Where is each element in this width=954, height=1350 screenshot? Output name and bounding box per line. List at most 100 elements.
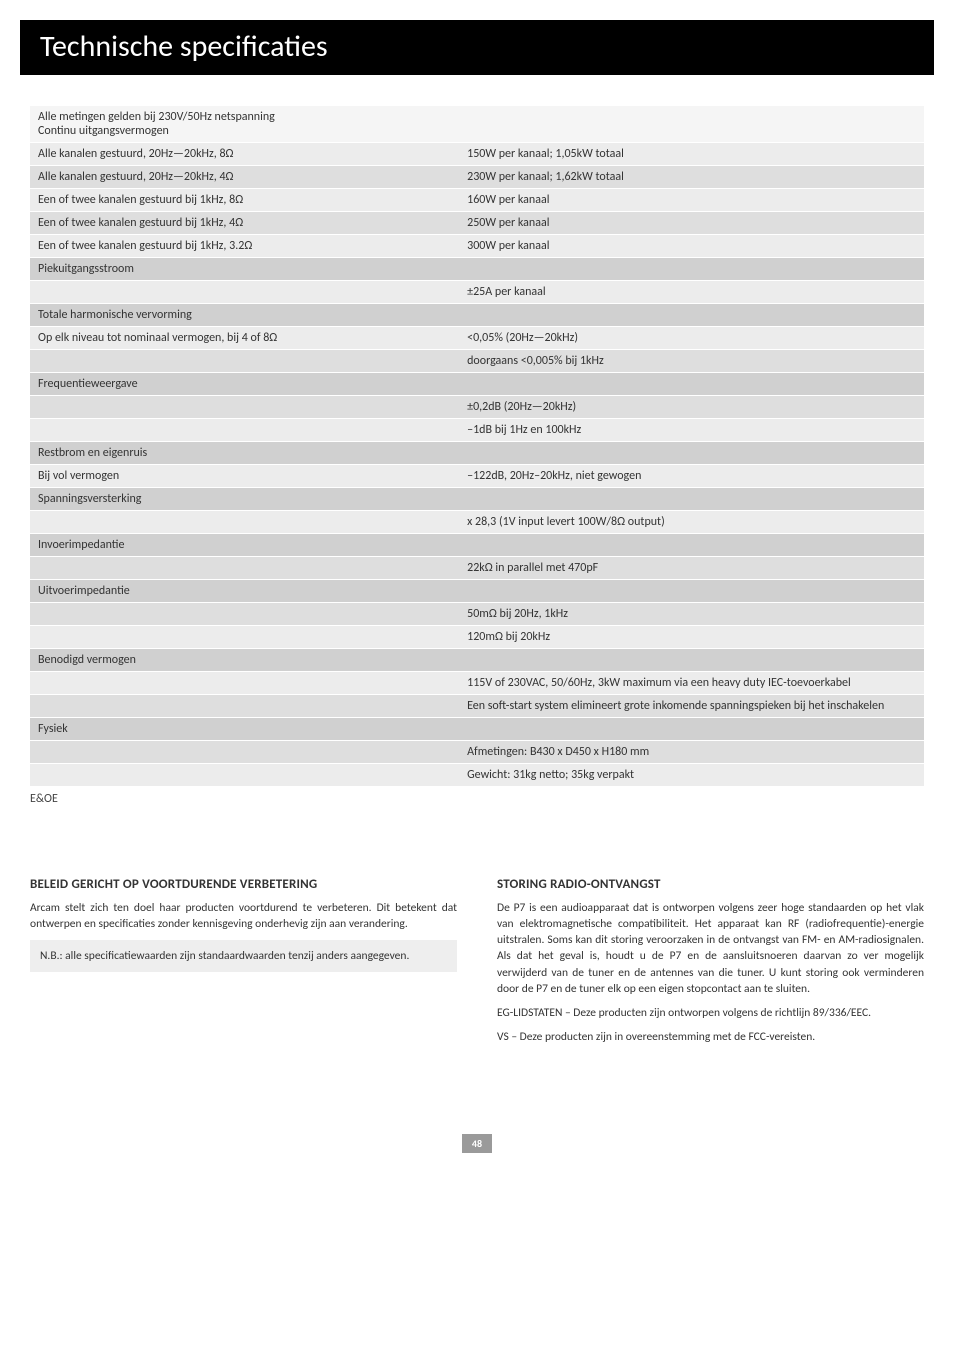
table-cell-left: Piekuitgangsstroom [30, 258, 459, 281]
table-cell-right: –1dB bij 1Hz en 100kHz [459, 419, 924, 442]
table-row: Invoerimpedantie [30, 534, 924, 557]
table-cell-left: Alle kanalen gestuurd, 20Hz—20kHz, 4Ω [30, 166, 459, 189]
table-row: x 28,3 (1V input levert 100W/8Ω output) [30, 511, 924, 534]
table-cell-left: Invoerimpedantie [30, 534, 459, 557]
right-heading: STORING RADIO-ONTVANGST [497, 876, 924, 894]
table-cell-right: Afmetingen: B430 x D450 x H180 mm [459, 741, 924, 764]
table-cell-left: Fysiek [30, 718, 459, 741]
table-cell-left [30, 741, 459, 764]
table-cell-right [459, 106, 924, 143]
table-cell-right [459, 373, 924, 396]
table-cell-right [459, 258, 924, 281]
table-cell-right: 250W per kanaal [459, 212, 924, 235]
table-cell-right [459, 649, 924, 672]
table-row: 120mΩ bij 20kHz [30, 626, 924, 649]
table-cell-left: Alle metingen gelden bij 230V/50Hz netsp… [30, 106, 459, 143]
table-row: Uitvoerimpedantie [30, 580, 924, 603]
table-row: Spanningsversterking [30, 488, 924, 511]
table-cell-right: 120mΩ bij 20kHz [459, 626, 924, 649]
page-title-bar: Technische specificaties [20, 20, 934, 75]
left-column: BELEID GERICHT OP VOORTDURENDE VERBETERI… [30, 876, 457, 1053]
table-cell-right [459, 442, 924, 465]
table-cell-right: 150W per kanaal; 1,05kW totaal [459, 143, 924, 166]
table-cell-right: ±25A per kanaal [459, 281, 924, 304]
table-row: Afmetingen: B430 x D450 x H180 mm [30, 741, 924, 764]
table-cell-right [459, 534, 924, 557]
table-cell-right [459, 488, 924, 511]
table-row: Benodigd vermogen [30, 649, 924, 672]
table-cell-left: Een of twee kanalen gestuurd bij 1kHz, 8… [30, 189, 459, 212]
table-cell-right: Een soft-start system elimineert grote i… [459, 695, 924, 718]
table-row: ±25A per kanaal [30, 281, 924, 304]
table-row: Een of twee kanalen gestuurd bij 1kHz, 4… [30, 212, 924, 235]
page-title: Technische specificaties [40, 28, 914, 65]
note-label: N.B. [40, 949, 60, 963]
table-cell-left: Benodigd vermogen [30, 649, 459, 672]
table-cell-left [30, 419, 459, 442]
table-cell-left: Uitvoerimpedantie [30, 580, 459, 603]
table-row: Alle kanalen gestuurd, 20Hz—20kHz, 8Ω150… [30, 143, 924, 166]
table-cell-left: Bij vol vermogen [30, 465, 459, 488]
table-row: Restbrom en eigenruis [30, 442, 924, 465]
note-text: : alle specificatiewaarden zijn standaar… [60, 949, 410, 963]
table-cell-right: –122dB, 20Hz–20kHz, niet gewogen [459, 465, 924, 488]
table-cell-right: doorgaans <0,005% bij 1kHz [459, 350, 924, 373]
table-cell-left [30, 764, 459, 787]
table-cell-left [30, 350, 459, 373]
table-cell-right: 300W per kanaal [459, 235, 924, 258]
table-cell-left: Restbrom en eigenruis [30, 442, 459, 465]
page-number-wrap: 48 [0, 1133, 954, 1153]
table-cell-right: 160W per kanaal [459, 189, 924, 212]
table-row: Frequentieweergave [30, 373, 924, 396]
table-cell-left [30, 281, 459, 304]
table-cell-right [459, 304, 924, 327]
table-row: Een of twee kanalen gestuurd bij 1kHz, 8… [30, 189, 924, 212]
right-p2: EG-LIDSTATEN – Deze producten zijn ontwo… [497, 1005, 924, 1021]
table-row: Totale harmonische vervorming [30, 304, 924, 327]
table-cell-right: 50mΩ bij 20Hz, 1kHz [459, 603, 924, 626]
table-row: Piekuitgangsstroom [30, 258, 924, 281]
table-row: –1dB bij 1Hz en 100kHz [30, 419, 924, 442]
table-row: Alle metingen gelden bij 230V/50Hz netsp… [30, 106, 924, 143]
table-cell-left: Totale harmonische vervorming [30, 304, 459, 327]
table-cell-left [30, 557, 459, 580]
table-row: Een soft-start system elimineert grote i… [30, 695, 924, 718]
table-cell-right [459, 580, 924, 603]
table-row: Alle kanalen gestuurd, 20Hz—20kHz, 4Ω230… [30, 166, 924, 189]
table-cell-left: Een of twee kanalen gestuurd bij 1kHz, 4… [30, 212, 459, 235]
table-cell-left [30, 603, 459, 626]
table-cell-left: Spanningsversterking [30, 488, 459, 511]
eoe-note: E&OE [30, 792, 924, 806]
table-row: Op elk niveau tot nominaal vermogen, bij… [30, 327, 924, 350]
spec-table: Alle metingen gelden bij 230V/50Hz netsp… [30, 105, 924, 786]
table-cell-left [30, 511, 459, 534]
right-p3: VS – Deze producten zijn in overeenstemm… [497, 1029, 924, 1045]
right-column: STORING RADIO-ONTVANGST De P7 is een aud… [497, 876, 924, 1053]
page-number: 48 [462, 1134, 492, 1153]
table-cell-right: x 28,3 (1V input levert 100W/8Ω output) [459, 511, 924, 534]
table-row: Gewicht: 31kg netto; 35kg verpakt [30, 764, 924, 787]
table-cell-left [30, 396, 459, 419]
table-row: Bij vol vermogen–122dB, 20Hz–20kHz, niet… [30, 465, 924, 488]
table-cell-right: 230W per kanaal; 1,62kW totaal [459, 166, 924, 189]
table-cell-left: Alle kanalen gestuurd, 20Hz—20kHz, 8Ω [30, 143, 459, 166]
table-row: Een of twee kanalen gestuurd bij 1kHz, 3… [30, 235, 924, 258]
table-row: ±0,2dB (20Hz—20kHz) [30, 396, 924, 419]
table-cell-right: 22kΩ in parallel met 470pF [459, 557, 924, 580]
table-row: Fysiek [30, 718, 924, 741]
left-heading: BELEID GERICHT OP VOORTDURENDE VERBETERI… [30, 876, 457, 894]
table-cell-right: <0,05% (20Hz—20kHz) [459, 327, 924, 350]
table-cell-right: Gewicht: 31kg netto; 35kg verpakt [459, 764, 924, 787]
table-row: 115V of 230VAC, 50/60Hz, 3kW maximum via… [30, 672, 924, 695]
table-cell-left: Op elk niveau tot nominaal vermogen, bij… [30, 327, 459, 350]
table-cell-right: ±0,2dB (20Hz—20kHz) [459, 396, 924, 419]
table-cell-left [30, 626, 459, 649]
table-row: doorgaans <0,005% bij 1kHz [30, 350, 924, 373]
body-columns: BELEID GERICHT OP VOORTDURENDE VERBETERI… [30, 876, 924, 1053]
table-cell-left [30, 695, 459, 718]
table-cell-right: 115V of 230VAC, 50/60Hz, 3kW maximum via… [459, 672, 924, 695]
table-cell-left: Een of twee kanalen gestuurd bij 1kHz, 3… [30, 235, 459, 258]
right-p1: De P7 is een audioapparaat dat is ontwor… [497, 900, 924, 997]
left-p1: Arcam stelt zich ten doel haar producten… [30, 900, 457, 932]
table-cell-left [30, 672, 459, 695]
